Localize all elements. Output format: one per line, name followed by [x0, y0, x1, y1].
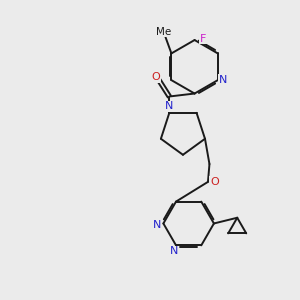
Text: N: N	[219, 75, 227, 85]
Text: N: N	[153, 220, 161, 230]
Text: N: N	[165, 101, 173, 111]
Text: Me: Me	[156, 27, 172, 37]
Text: O: O	[152, 72, 160, 82]
Text: N: N	[170, 246, 179, 256]
Text: F: F	[200, 34, 206, 44]
Text: O: O	[210, 177, 219, 187]
